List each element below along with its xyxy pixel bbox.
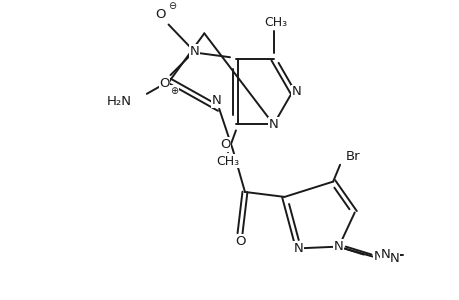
Text: O: O [234, 235, 245, 248]
Text: N: N [291, 85, 301, 98]
Text: N: N [373, 250, 382, 263]
Text: Br: Br [345, 150, 359, 163]
Text: ⊖: ⊖ [168, 1, 176, 11]
Text: O: O [219, 138, 230, 151]
Text: N: N [389, 252, 398, 265]
Text: N: N [380, 248, 389, 261]
Text: N: N [189, 45, 199, 58]
Text: N: N [333, 240, 343, 253]
Text: O: O [159, 77, 169, 91]
Text: N: N [211, 94, 221, 107]
Text: H₂N: H₂N [107, 95, 132, 108]
Text: O: O [155, 8, 166, 21]
Text: ⊕: ⊕ [170, 86, 178, 96]
Text: N: N [293, 242, 302, 255]
Text: CH₃: CH₃ [216, 154, 239, 168]
Text: N: N [268, 118, 278, 131]
Text: CH₃: CH₃ [263, 16, 286, 29]
